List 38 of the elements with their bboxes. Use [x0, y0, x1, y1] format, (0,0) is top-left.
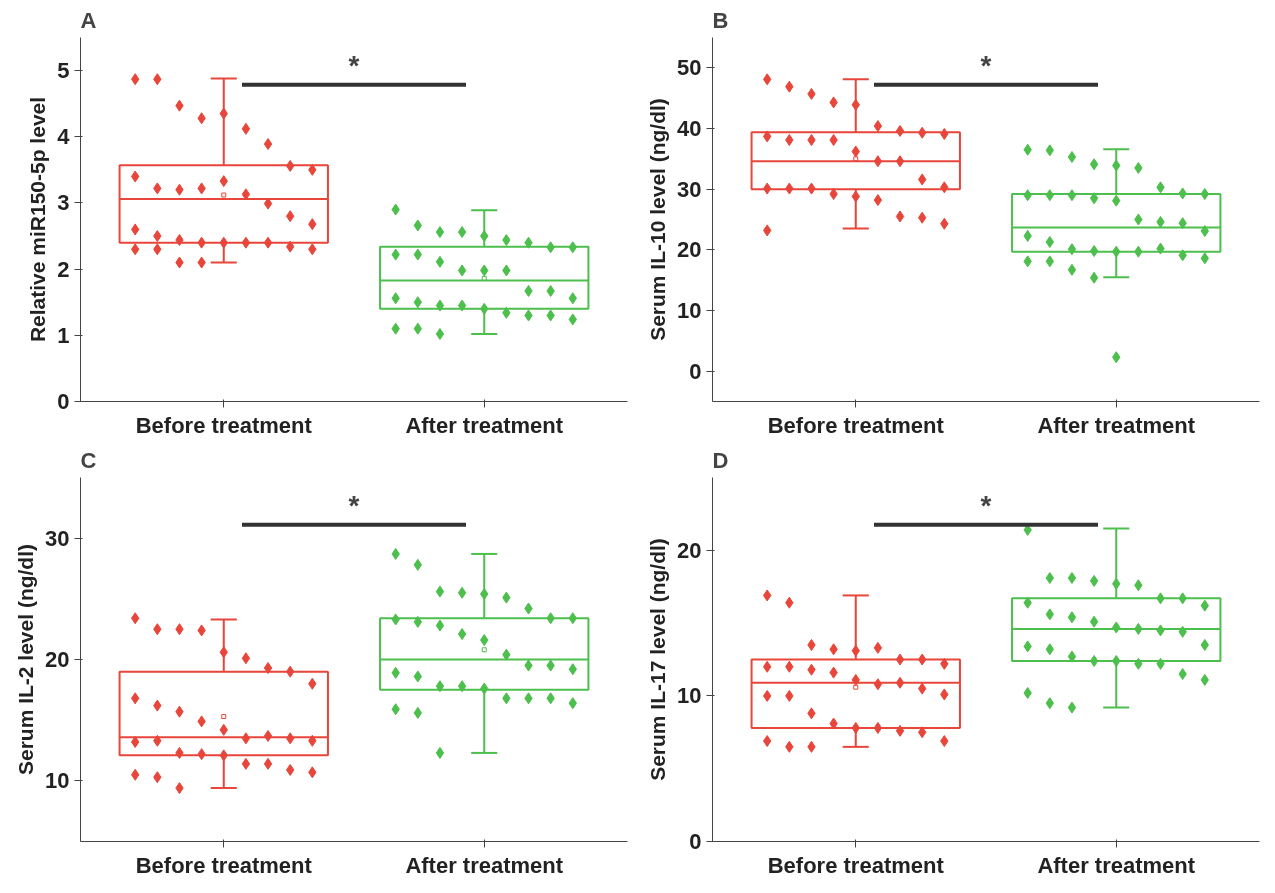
y-tick-label: 30 — [45, 525, 70, 551]
y-tick-label: 40 — [677, 116, 702, 141]
y-tick-label: 1 — [57, 322, 70, 348]
y-tick-label: 4 — [57, 124, 71, 150]
y-axis-title: Serum IL-17 level (ng/dl) — [646, 538, 670, 781]
y-tick-label: 30 — [677, 176, 702, 202]
y-tick-label: 2 — [57, 256, 70, 282]
x-tick-label: Before treatment — [135, 852, 313, 878]
y-tick-label: 0 — [57, 389, 70, 414]
annotation: * — [980, 49, 992, 81]
y-axis-title: Relative miR150-5p level — [26, 96, 50, 343]
annotation: * — [980, 489, 992, 521]
y-tick-label: 3 — [57, 190, 70, 216]
x-tick-label: After treatment — [1037, 852, 1196, 878]
y-axis-title: Serum IL-10 level (ng/dl) — [646, 98, 670, 341]
y-tick-label: 0 — [689, 358, 702, 384]
chart-title: C — [80, 447, 97, 473]
chart-title: B — [712, 7, 729, 33]
y-tick-label: 50 — [677, 55, 702, 81]
chart-title: A — [80, 7, 97, 33]
x-tick-label: After treatment — [1037, 412, 1196, 438]
y-tick-label: 20 — [677, 237, 702, 263]
x-tick-label: After treatment — [405, 412, 564, 438]
x-tick-label: Before treatment — [135, 412, 313, 438]
y-tick-label: 5 — [57, 58, 70, 84]
y-axis-title: Serum IL-2 level (ng/dl) — [14, 543, 38, 776]
y-tick-label: 20 — [45, 647, 70, 672]
y-tick-label: 20 — [677, 537, 702, 563]
y-tick-label: 10 — [677, 683, 702, 709]
x-tick-label: Before treatment — [767, 412, 945, 438]
x-tick-label: After treatment — [405, 852, 564, 878]
annotation: * — [348, 489, 360, 521]
x-tick-label: Before treatment — [767, 852, 945, 878]
chart-title: D — [712, 447, 729, 473]
y-tick-label: 10 — [45, 768, 70, 794]
annotation: * — [348, 49, 360, 81]
y-tick-label: 10 — [677, 298, 702, 323]
y-tick-label: 0 — [689, 829, 702, 854]
